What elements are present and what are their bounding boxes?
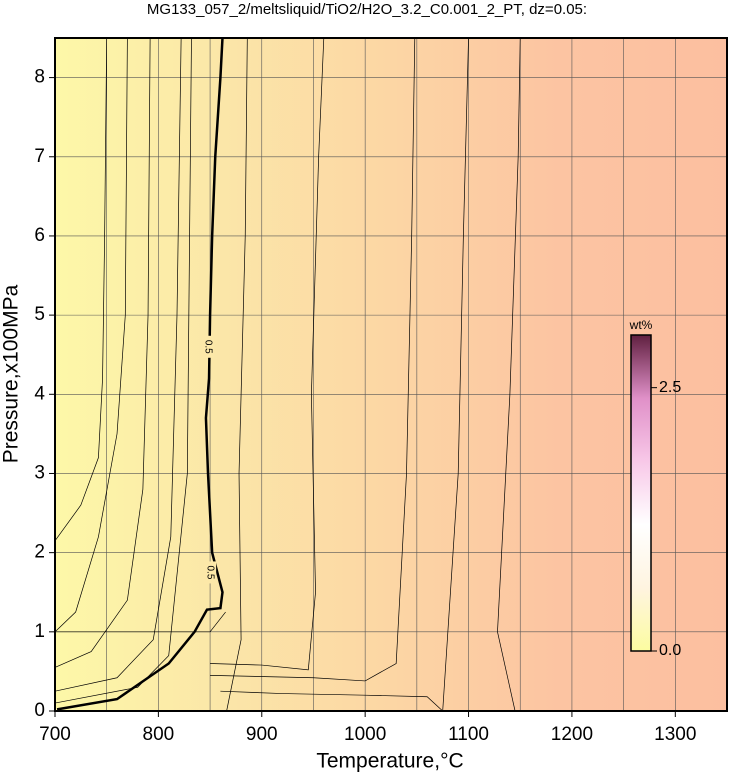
colorbar-tick-label: 0.0	[659, 642, 681, 659]
contour-line	[442, 37, 469, 712]
contour-label: 0.5	[205, 565, 216, 579]
contour-label-bg	[204, 561, 217, 584]
contour-line	[55, 611, 226, 633]
y-tick-label: 0	[34, 700, 45, 721]
y-tick-label: 1	[34, 621, 45, 642]
contour-line	[220, 690, 443, 712]
colorbar	[630, 334, 652, 652]
x-tick-label: 1000	[344, 724, 386, 745]
y-tick-label: 7	[34, 146, 45, 167]
contour-line	[226, 37, 248, 712]
contour-line	[54, 37, 108, 541]
x-tick-label: 1200	[551, 724, 593, 745]
contour-line	[54, 37, 192, 704]
contour-line	[497, 37, 521, 712]
y-axis-label: Pressure,x100MPa	[0, 284, 23, 463]
contour-line	[56, 37, 224, 711]
y-tick-label: 6	[34, 225, 45, 246]
x-tick-label: 1100	[448, 724, 489, 745]
x-tick-label: 900	[246, 724, 278, 745]
x-axis-label: Temperature,°C	[316, 750, 463, 773]
colorbar-label: wt%	[629, 318, 653, 332]
contour-label-bg	[202, 335, 215, 358]
contour-label: 0.5	[202, 340, 213, 354]
x-tick-label: 1300	[654, 724, 696, 745]
y-tick-label: 2	[34, 542, 45, 563]
colorbar-tick-label: 2.5	[659, 379, 681, 396]
y-tick-label: 3	[34, 462, 45, 483]
plot-background	[55, 38, 727, 711]
y-tick-label: 8	[34, 67, 45, 88]
chart-title: MG133_057_2/meltsliquid/TiO2/H2O_3.2_C0.…	[147, 1, 587, 18]
plot-frame	[54, 37, 728, 712]
contour-line	[210, 37, 325, 671]
contour-line	[210, 37, 416, 682]
y-tick-label: 5	[34, 304, 45, 325]
y-tick-label: 4	[34, 383, 45, 404]
contour-line	[54, 37, 128, 633]
contour-line	[54, 37, 151, 668]
x-tick-label: 800	[143, 724, 175, 745]
x-tick-label: 700	[39, 724, 71, 745]
contour-line	[54, 37, 182, 692]
